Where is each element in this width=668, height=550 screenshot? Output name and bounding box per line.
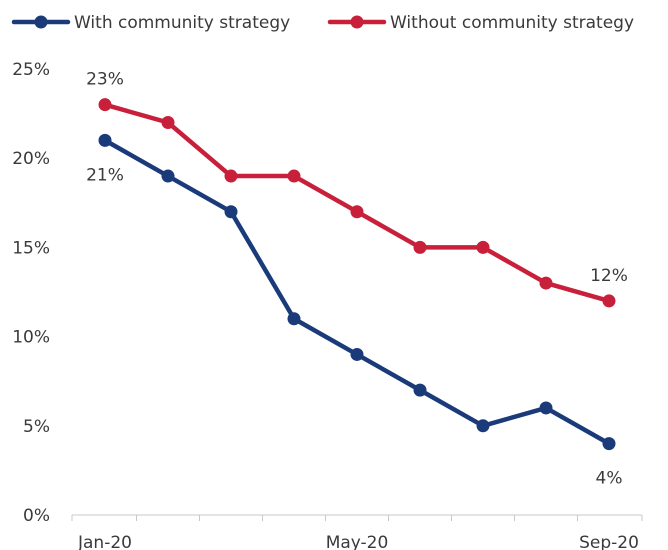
y-tick-label: 0% bbox=[23, 506, 50, 526]
data-point-series-2 bbox=[224, 169, 238, 183]
y-tick-label: 5% bbox=[23, 417, 50, 437]
data-point-series-2 bbox=[350, 205, 364, 219]
x-tick-label: Jan-20 bbox=[77, 533, 132, 550]
legend-swatch-marker bbox=[34, 15, 48, 29]
data-point-series-2 bbox=[413, 240, 427, 254]
data-labels: 23% 21% 12% 4% bbox=[86, 70, 628, 489]
legend: With community strategy Without community… bbox=[11, 13, 634, 33]
series-lines bbox=[98, 98, 616, 451]
y-tick-label: 15% bbox=[12, 238, 50, 258]
y-tick-label: 10% bbox=[12, 328, 50, 348]
data-label: 21% bbox=[86, 165, 124, 185]
data-point-series-1 bbox=[287, 312, 301, 326]
data-point-series-1 bbox=[413, 383, 427, 397]
data-point-series-1 bbox=[350, 347, 364, 361]
series-line-2 bbox=[102, 102, 612, 304]
y-tick-label: 20% bbox=[12, 149, 50, 169]
data-point-series-1 bbox=[161, 169, 175, 183]
data-label: 4% bbox=[596, 469, 623, 489]
axes: 0% 5% 10% 15% 20% 25% Jan-20 May-20 Sep-20 bbox=[12, 60, 643, 550]
data-label: 12% bbox=[590, 266, 628, 286]
data-point-series-2 bbox=[476, 240, 490, 254]
data-point-series-2 bbox=[602, 294, 616, 308]
data-label: 23% bbox=[86, 70, 124, 90]
data-point-series-2 bbox=[98, 98, 112, 112]
data-point-series-1 bbox=[98, 133, 112, 147]
y-tick-label: 25% bbox=[12, 60, 50, 80]
data-point-series-1 bbox=[602, 437, 616, 451]
data-point-series-1 bbox=[476, 419, 490, 433]
legend-label: Without community strategy bbox=[390, 13, 634, 33]
x-tick-label: Sep-20 bbox=[579, 533, 639, 550]
series-line-1 bbox=[102, 138, 612, 446]
legend-label: With community strategy bbox=[74, 13, 290, 33]
data-point-series-1 bbox=[539, 401, 553, 415]
data-point-series-1 bbox=[224, 205, 238, 219]
legend-swatch-marker bbox=[350, 15, 364, 29]
data-point-series-2 bbox=[161, 116, 175, 130]
x-tick-label: May-20 bbox=[326, 533, 389, 550]
data-point-series-2 bbox=[539, 276, 553, 290]
data-point-series-2 bbox=[287, 169, 301, 183]
